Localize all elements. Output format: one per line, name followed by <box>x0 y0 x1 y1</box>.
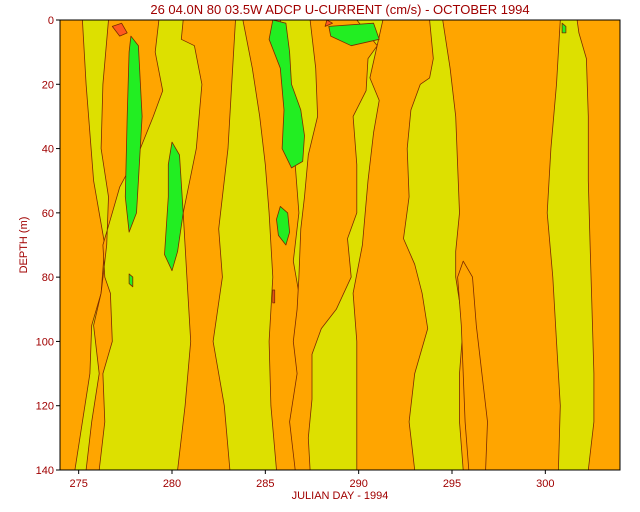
x-tick-label: 280 <box>163 478 181 490</box>
y-tick-label: 0 <box>48 15 54 27</box>
contour-region-orange-7 <box>457 260 488 470</box>
contour-region-red-17 <box>324 20 333 27</box>
y-tick-label: 20 <box>42 79 54 91</box>
contour-region-orange-5 <box>352 20 434 470</box>
contour-region-green-11 <box>268 20 305 169</box>
y-tick-label: 100 <box>36 336 54 348</box>
contour-region-green-15 <box>128 273 134 288</box>
x-axis-label: JULIAN DAY - 1994 <box>292 490 389 502</box>
contour-region-green-9 <box>124 35 143 233</box>
x-tick-label: 275 <box>69 478 87 490</box>
y-tick-label: 80 <box>42 272 54 284</box>
y-tick-label: 140 <box>36 465 54 477</box>
contour-region-red-16 <box>111 22 128 37</box>
contour-region-orange-0 <box>60 20 106 470</box>
contour-region-red-18 <box>272 289 276 304</box>
contour-region-orange-8 <box>576 20 620 470</box>
plot-area <box>60 20 620 470</box>
contour-region-orange-6 <box>442 20 561 470</box>
contour-region-green-12 <box>276 205 291 246</box>
contour-region-orange-4 <box>289 20 378 470</box>
y-axis: 0 20 40 60 80 100 120 140 <box>36 15 60 477</box>
y-tick-label: 120 <box>36 401 54 413</box>
y-tick-label: 40 <box>42 144 54 156</box>
x-tick-label: 285 <box>256 478 274 490</box>
x-tick-label: 290 <box>349 478 367 490</box>
y-axis-label: DEPTH (m) <box>18 217 30 274</box>
contour-region-green-10 <box>164 141 184 272</box>
plot-frame <box>59 19 621 471</box>
x-tick-label: 295 <box>443 478 461 490</box>
chart-title: 26 04.0N 80 03.5W ADCP U-CURRENT (cm/s) … <box>150 2 529 17</box>
x-tick-label: 300 <box>536 478 554 490</box>
contour-region-green-14 <box>561 22 567 34</box>
contour-regions <box>60 20 620 470</box>
contour-region-orange-2 <box>177 20 236 470</box>
contour-region-green-13 <box>328 22 380 47</box>
y-tick-label: 60 <box>42 208 54 220</box>
x-axis: 275 280 285 290 295 300 <box>69 470 555 490</box>
contour-region-orange-1 <box>85 20 164 470</box>
